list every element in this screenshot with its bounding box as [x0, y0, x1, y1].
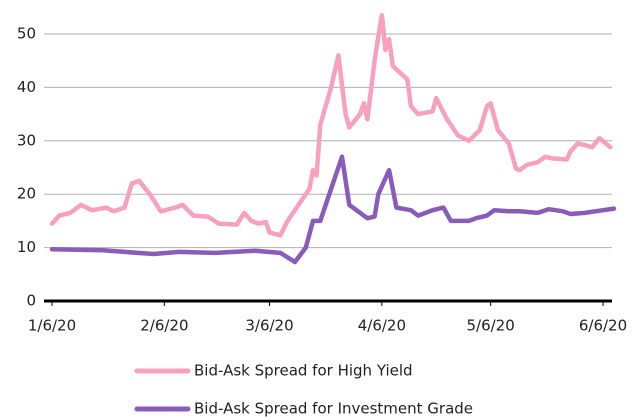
x-tick-label: 3/6/20	[245, 317, 293, 335]
x-tick-label: 2/6/20	[140, 317, 188, 335]
y-tick-label: 40	[17, 78, 36, 96]
legend-label: Bid-Ask Spread for Investment Grade	[194, 400, 473, 417]
y-tick-label: 10	[17, 238, 36, 256]
x-tick-label: 4/6/20	[358, 317, 406, 335]
y-tick-label: 30	[17, 131, 36, 149]
series-line	[49, 154, 617, 265]
y-tick-label: 50	[17, 25, 36, 43]
x-tick-label: 5/6/20	[466, 317, 514, 335]
y-tick-label: 20	[17, 185, 36, 203]
series-line	[49, 13, 613, 238]
y-tick-label: 0	[26, 292, 36, 310]
x-tick-label: 6/6/20	[579, 317, 627, 335]
x-tick-label: 1/6/20	[28, 317, 76, 335]
legend-label: Bid-Ask Spread for High Yield	[194, 362, 413, 380]
